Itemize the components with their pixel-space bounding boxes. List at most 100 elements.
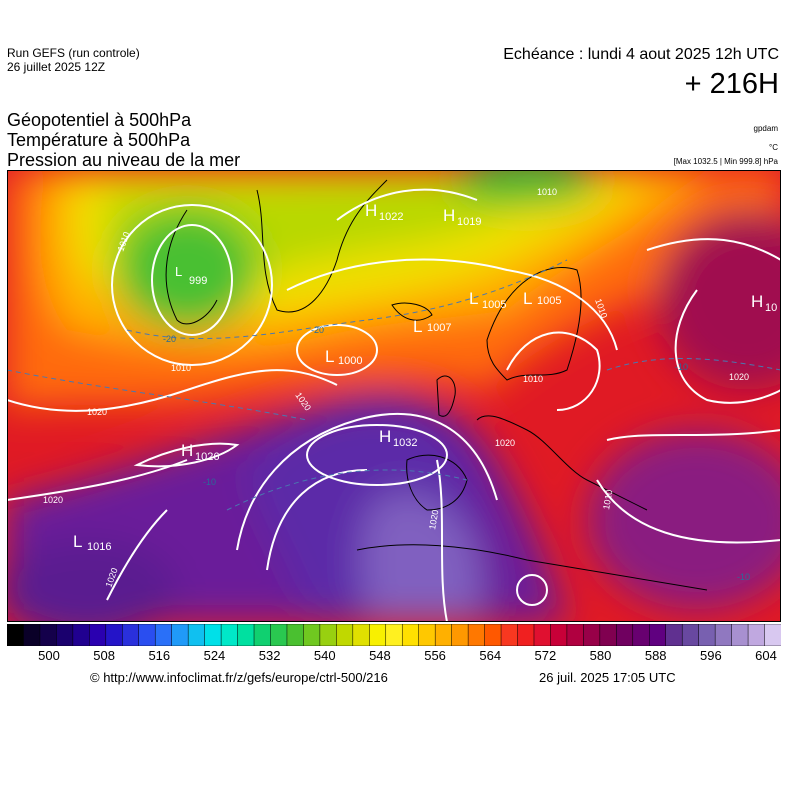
colorbar-swatch: [566, 624, 584, 646]
colorbar-swatch: [369, 624, 387, 646]
isotherm-line: [7, 369, 308, 421]
isobar-line: [506, 331, 601, 411]
isobar-label: 1010: [537, 187, 557, 197]
colorbar-swatch: [401, 624, 420, 646]
colorbar-swatch: [616, 624, 634, 646]
colorbar-swatch: [336, 624, 354, 646]
center-value: 1032: [393, 437, 417, 449]
colorbar-swatch: [550, 624, 568, 646]
isotherm-line: [226, 469, 468, 511]
center-value: 1026: [195, 451, 219, 463]
colorbar-swatch: [303, 624, 321, 646]
isotherm-label: -10: [737, 572, 750, 582]
center-value: 1007: [427, 322, 451, 334]
colorbar-tick-label: 556: [424, 648, 446, 663]
colorbar-tick-label: 524: [203, 648, 226, 663]
colorbar-swatch: [632, 624, 650, 646]
colorbar: [7, 624, 781, 646]
center-value: 1005: [482, 299, 506, 311]
colorbar-swatch: [204, 624, 222, 646]
center-value: 1022: [379, 211, 403, 223]
run-date: 26 juillet 2025 12Z: [7, 60, 106, 74]
center-letter: H: [365, 201, 377, 220]
title-pressure: Pression au niveau de la mer: [7, 150, 241, 170]
colorbar-swatch: [517, 624, 535, 646]
isobar-label: 1020: [427, 509, 440, 530]
colorbar-swatch: [23, 624, 41, 646]
colorbar-tick-label: 516: [148, 648, 171, 663]
colorbar-tick-label: 596: [699, 648, 722, 663]
colorbar-swatch: [154, 624, 173, 646]
isobar-high-1032: [306, 424, 448, 486]
center-value: 1016: [87, 541, 111, 553]
isotherm-label: -10: [675, 362, 688, 372]
center-value: 10: [765, 302, 777, 314]
colorbar-swatch: [649, 624, 667, 646]
isotherm-line: [606, 357, 781, 371]
colorbar-swatch: [533, 624, 551, 646]
center-value: 1005: [537, 295, 561, 307]
colorbar-swatch: [434, 624, 453, 646]
center-letter: L: [469, 289, 478, 308]
colorbar-swatch: [253, 624, 272, 646]
colorbar-swatch: [237, 624, 255, 646]
center-value: 1019: [457, 216, 481, 228]
isobar-line: [286, 258, 618, 351]
center-letter: L: [523, 289, 532, 308]
iceland-coast: [391, 302, 433, 321]
colorbar-swatch: [500, 624, 519, 646]
colorbar-swatch: [747, 624, 766, 646]
unit-gpdam: gpdam: [753, 124, 778, 133]
isobar-line: [7, 369, 338, 412]
temperature-labels: -20 -20 -10 -10 -10: [163, 325, 750, 582]
colorbar-swatch: [451, 624, 469, 646]
generated-time: 26 juil. 2025 17:05 UTC: [539, 670, 676, 685]
colorbar-swatch: [385, 624, 403, 646]
colorbar-tick-label: 572: [534, 648, 557, 663]
isobar-label: 1020: [495, 438, 515, 448]
baffin-coast: [165, 209, 218, 325]
colorbar-swatch: [122, 624, 140, 646]
lead-time: + 216H: [684, 68, 779, 100]
isobar-line: [336, 188, 478, 221]
geopotential-fill: [7, 170, 781, 622]
colorbar-swatch: [56, 624, 74, 646]
colorbar-swatch: [7, 624, 25, 646]
colorbar-tick-label: 588: [644, 648, 667, 663]
colorbar-swatch: [171, 624, 189, 646]
colorbar-swatch: [286, 624, 304, 646]
colorbar-swatch: [418, 624, 436, 646]
center-letter: H: [181, 441, 193, 460]
colorbar-swatch: [352, 624, 370, 646]
isobar-line: [266, 469, 368, 571]
isobar-line: [7, 459, 188, 501]
colorbar-swatch: [714, 624, 733, 646]
isobar-small-ring: [516, 574, 548, 606]
colorbar-tick-label: 548: [369, 648, 391, 663]
isobar-line: [436, 459, 448, 622]
isobar-line: [674, 289, 781, 404]
center-letter: H: [379, 427, 391, 446]
run-label: Run GEFS (run controle): [7, 46, 140, 60]
unit-celsius: °C: [769, 143, 778, 152]
title-temperature: Température à 500hPa: [7, 130, 191, 150]
isobar-line: [596, 479, 781, 544]
isobar-label: 1020: [729, 372, 749, 382]
isobar-label: 1020: [87, 407, 107, 417]
north-africa-coast: [356, 544, 708, 591]
colorbar-tick-label: 564: [479, 648, 502, 663]
colorbar-swatch: [105, 624, 123, 646]
colorbar-tick-label: 500: [38, 648, 60, 663]
map-frame: [7, 170, 781, 622]
colorbar-tick-label: 604: [755, 648, 777, 663]
colorbar-swatch: [731, 624, 749, 646]
colorbar-swatch: [39, 624, 57, 646]
coastlines: [165, 179, 708, 591]
colorbar-tick-label: 508: [93, 648, 115, 663]
isobar-label: 1010: [601, 489, 614, 510]
weather-map: H 1022 H 1019 L 999 L 1005 L 1005 L 1007…: [7, 170, 781, 622]
title-geopotential: Géopotentiel à 500hPa: [7, 110, 192, 130]
colorbar-swatch: [220, 624, 239, 646]
unit-pressure-range: [Max 1032.5 | Min 999.8] hPa: [673, 157, 778, 166]
isobar-label: 1010: [523, 374, 543, 384]
